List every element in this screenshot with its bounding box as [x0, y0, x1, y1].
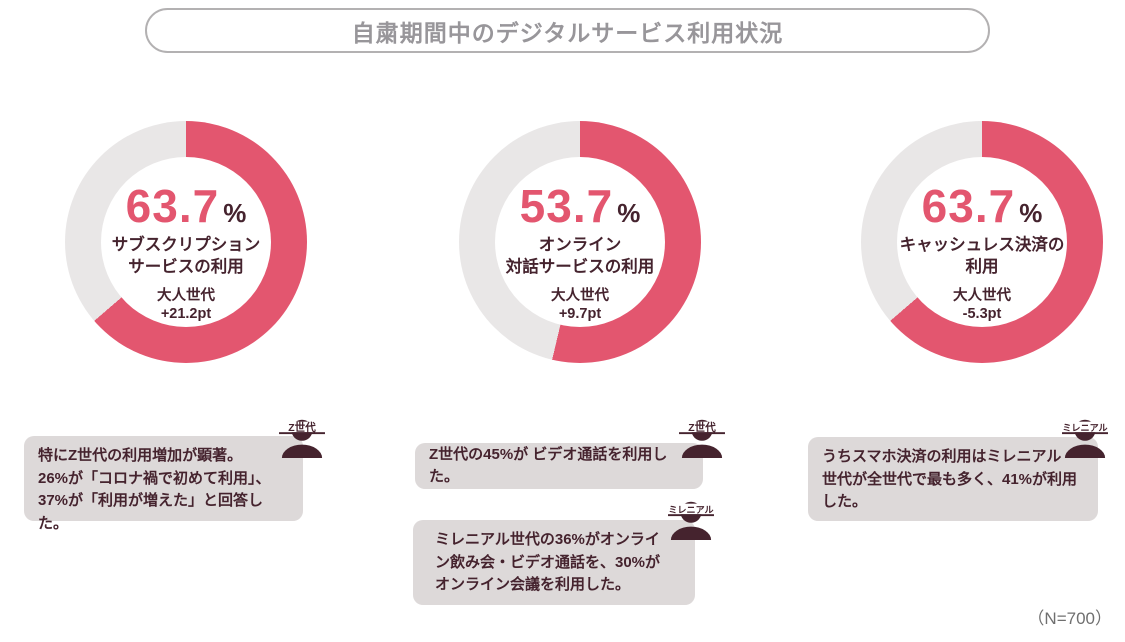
donut-label: オンライン 対話サービスの利用: [505, 236, 655, 276]
percent-value: 63.7%: [922, 183, 1043, 229]
percent-value: 53.7%: [520, 183, 641, 229]
percent-value: 63.7%: [126, 183, 247, 229]
adult-generation-delta: 大人世代 +9.7pt: [551, 287, 609, 322]
generation-label: ミレニアル: [668, 505, 713, 515]
generation-label: ミレニアル: [1062, 423, 1107, 433]
person-icon: Z世代: [677, 419, 727, 459]
percent-sign: %: [223, 198, 247, 228]
label-band: [677, 421, 727, 433]
donut-label: キャッシュレス決済の 利用: [899, 236, 1065, 276]
note-text: ミレニアル世代の36%がオンライ ン飲み会・ビデオ通話を、30%が オンライン会…: [435, 531, 661, 593]
percent-number: 63.7: [125, 180, 220, 232]
person-shoulders: [670, 526, 712, 541]
donut-chart-cashless: 63.7% キャッシュレス決済の 利用 大人世代 -5.3pt: [861, 121, 1103, 363]
adult-generation-delta: 大人世代 +21.2pt: [157, 287, 215, 322]
adult-generation-delta: 大人世代 -5.3pt: [953, 287, 1011, 322]
label-underline: [1062, 432, 1108, 435]
donut-hole: [101, 157, 271, 327]
label-band: [666, 503, 716, 515]
person-shoulders: [681, 444, 723, 459]
label-underline: [679, 432, 725, 435]
label-underline: [668, 514, 714, 517]
sample-size-note: （N=700）: [1027, 609, 1112, 628]
percent-sign: %: [617, 198, 641, 228]
note-box-online-meeting: ミレニアル世代の36%がオンライ ン飲み会・ビデオ通話を、30%が オンライン会…: [413, 520, 695, 605]
label-underline: [279, 432, 325, 435]
note-text: うちスマホ決済の利用はミレニアル 世代が全世代で最も多く、41%が利用 した。: [822, 448, 1078, 510]
z-generation-icon: Z世代: [277, 414, 327, 460]
person-icon: Z世代: [277, 419, 327, 459]
note-text: 特にZ世代の利用増加が顕著。 26%が「コロナ禍で初めて利用」、 37%が「利用…: [38, 447, 271, 532]
donut-hole: [897, 157, 1067, 327]
generation-label: Z世代: [288, 421, 316, 434]
generation-label: Z世代: [688, 421, 716, 434]
person-shoulders: [281, 444, 323, 459]
millennial-icon: ミレニアル: [666, 496, 716, 542]
donut-chart-online-conversation: 53.7% オンライン 対話サービスの利用 大人世代 +9.7pt: [459, 121, 701, 363]
donut-label: サブスクリプション サービスの利用: [111, 236, 261, 276]
label-band: [1060, 421, 1110, 433]
millennial-icon: ミレニアル: [1060, 414, 1110, 460]
donut-center-content: 53.7% オンライン 対話サービスの利用 大人世代 +9.7pt: [480, 157, 680, 335]
note-box-smartphone-payment: うちスマホ決済の利用はミレニアル 世代が全世代で最も多く、41%が利用 した。: [808, 437, 1098, 521]
person-icon: ミレニアル: [666, 501, 716, 541]
z-generation-icon: Z世代: [677, 414, 727, 460]
donut-center-content: 63.7% サブスクリプション サービスの利用 大人世代 +21.2pt: [86, 157, 286, 335]
donut-center-content: 63.7% キャッシュレス決済の 利用 大人世代 -5.3pt: [882, 157, 1082, 335]
donut-chart-subscription: 63.7% サブスクリプション サービスの利用 大人世代 +21.2pt: [65, 121, 307, 363]
percent-number: 63.7: [921, 180, 1016, 232]
donut-hole: [495, 157, 665, 327]
person-shoulders: [1064, 444, 1106, 459]
person-icon: ミレニアル: [1060, 419, 1110, 459]
page-title: 自粛期間中のデジタルサービス利用状況: [351, 19, 784, 46]
title-pill: 自粛期間中のデジタルサービス利用状況: [145, 8, 990, 53]
note-box-video-call: Z世代の45%が ビデオ通話を利用した。: [415, 443, 703, 489]
note-text: Z世代の45%が ビデオ通話を利用した。: [429, 445, 668, 486]
percent-sign: %: [1019, 198, 1043, 228]
note-box-subscription: 特にZ世代の利用増加が顕著。 26%が「コロナ禍で初めて利用」、 37%が「利用…: [24, 436, 303, 532]
label-band: [277, 421, 327, 433]
percent-number: 53.7: [519, 180, 614, 232]
